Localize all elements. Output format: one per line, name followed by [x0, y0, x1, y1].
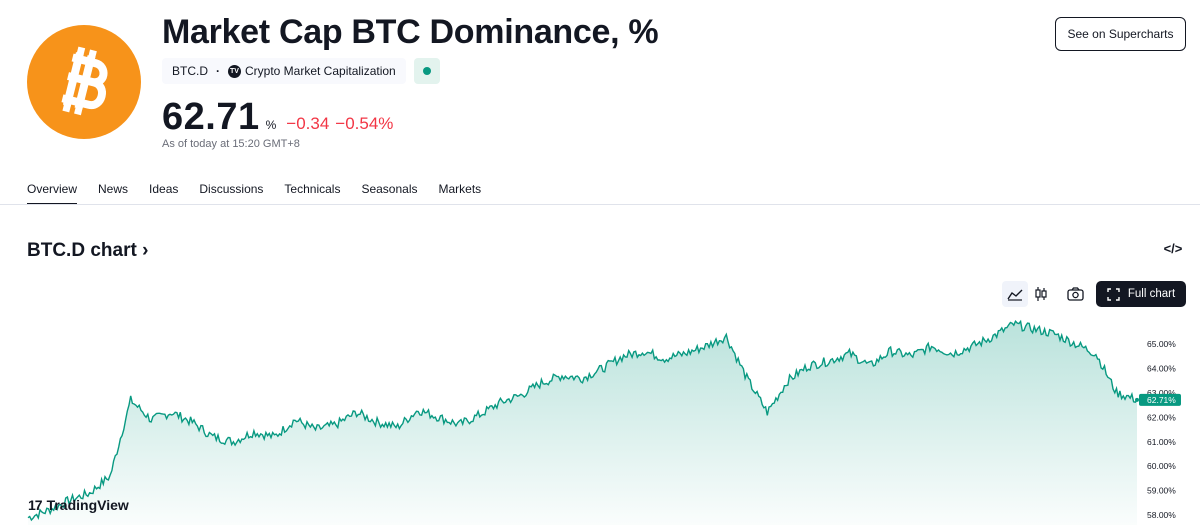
symbol-meta-row: BTC.D · TV Crypto Market Capitalization	[162, 58, 440, 84]
last-value-tag: 62.71%	[1139, 393, 1181, 406]
y-tick-label: 59.00%	[1147, 486, 1176, 496]
tab-seasonals[interactable]: Seasonals	[361, 182, 418, 196]
price-change-percent: −0.54%	[335, 114, 394, 133]
area-chart-icon	[1007, 289, 1023, 301]
tab-markets[interactable]: Markets	[438, 182, 482, 196]
tab-news[interactable]: News	[98, 182, 129, 196]
full-chart-button[interactable]: Full chart	[1096, 281, 1186, 307]
last-value-label: 62.71%	[1147, 395, 1176, 405]
y-tick-label: 64.00%	[1147, 363, 1176, 373]
last-value-dot	[1135, 397, 1139, 402]
ticker-label: BTC.D	[172, 64, 208, 78]
price-row: 62.71 % −0.34 −0.54%	[162, 96, 393, 139]
tradingview-watermark: 17 TradingView	[28, 497, 129, 513]
y-tick-label: 58.00%	[1147, 510, 1176, 520]
chart-section-title[interactable]: BTC.D chart ›	[27, 240, 148, 262]
as-of-timestamp: As of today at 15:20 GMT+8	[162, 138, 300, 150]
chart-area-fill	[28, 321, 1137, 525]
source-label: Crypto Market Capitalization	[245, 64, 396, 78]
see-on-supercharts-button[interactable]: See on Supercharts	[1055, 17, 1186, 51]
full-chart-label: Full chart	[1127, 288, 1176, 300]
tab-ideas[interactable]: Ideas	[149, 182, 179, 196]
tab-overview[interactable]: Overview	[27, 173, 78, 205]
y-axis: 65.00% 64.00% 63.00% 62.00% 61.00% 60.00% 59.0…	[1147, 339, 1176, 520]
chevron-right-icon: ›	[142, 240, 149, 261]
price-unit: %	[265, 118, 277, 132]
y-tick-label: 60.00%	[1147, 461, 1176, 471]
bitcoin-logo	[27, 25, 141, 139]
y-tick-label: 61.00%	[1147, 437, 1176, 447]
y-tick-label: 63.00%	[1147, 388, 1176, 398]
tab-bar: Overview News Ideas Discussions Technica…	[27, 173, 502, 205]
candles-button[interactable]	[1028, 281, 1054, 307]
dominance-chart[interactable]: 65.00% 64.00% 63.00% 62.00% 61.00% 60.00% 59.0…	[0, 312, 1200, 525]
page-title: Market Cap BTC Dominance, %	[162, 13, 659, 51]
y-tick-label: 65.00%	[1147, 339, 1176, 349]
tradingview-logo-icon: 17	[28, 497, 43, 513]
symbol-chip[interactable]: BTC.D · TV Crypto Market Capitalization	[162, 58, 406, 84]
tab-discussions[interactable]: Discussions	[199, 182, 264, 196]
chart-series-line	[27, 319, 1138, 522]
market-status-chip[interactable]	[413, 58, 440, 84]
bitcoin-icon	[61, 46, 108, 116]
price-value: 62.71	[162, 96, 260, 138]
y-tick-label: 62.00%	[1147, 412, 1176, 422]
area-chart-button[interactable]	[1002, 281, 1028, 307]
chart-title-text: BTC.D chart	[27, 240, 137, 261]
fullscreen-icon	[1107, 287, 1120, 301]
status-dot-icon	[422, 67, 431, 75]
last-value-background	[1139, 393, 1181, 406]
tab-technicals[interactable]: Technicals	[284, 182, 341, 196]
separator-dot: ·	[216, 64, 220, 78]
price-change: −0.34	[286, 114, 330, 133]
tabs-divider	[0, 204, 1200, 205]
embed-code-icon[interactable]: </>	[1163, 241, 1183, 256]
candlestick-icon	[1035, 287, 1047, 301]
camera-icon	[1066, 287, 1084, 301]
watermark-text: TradingView	[46, 497, 129, 513]
tradingview-mini-icon: TV	[228, 64, 241, 78]
snapshot-button[interactable]	[1062, 281, 1088, 307]
